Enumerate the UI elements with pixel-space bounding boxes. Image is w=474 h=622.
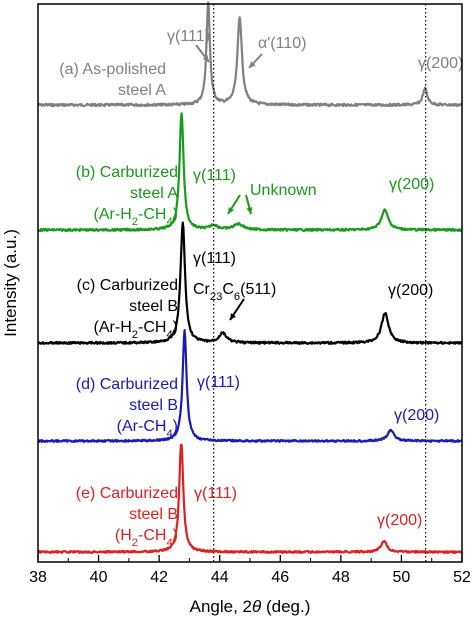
series-line-c — [37, 221, 463, 345]
series-label-d: steel B — [129, 397, 178, 414]
peak-label: γ(200) — [389, 176, 434, 193]
peak-label: γ(111) — [193, 250, 236, 267]
peak-label: γ(111) — [197, 374, 240, 391]
x-tick-label: 38 — [29, 569, 47, 586]
peak-label: γ(111) — [194, 485, 237, 502]
series-label-a: (a) As-polished — [59, 61, 166, 78]
annotation-arrowhead — [246, 207, 253, 214]
x-tick-label: 44 — [211, 569, 229, 586]
peak-label: γ(111) — [167, 28, 210, 45]
series-label-b: (b) Carburized — [76, 164, 178, 181]
series-label-c: (c) Carburized — [77, 277, 178, 294]
peak-label: γ(200) — [388, 282, 433, 299]
annotations-layer: (a) As-polished steel A γ(111) α'(110) γ(200… — [59, 28, 463, 549]
series-label-e: (e) Carburized — [76, 485, 178, 502]
series-label-c: steel B — [129, 298, 178, 315]
series-label-b: (Ar-H2-CH4) — [94, 206, 178, 228]
y-axis-label: Intensity (a.u.) — [1, 229, 20, 337]
annotation-arrowhead — [202, 55, 209, 62]
series-label-e: steel B — [129, 506, 178, 523]
x-axis-label: Angle, 2θ (deg.) — [190, 597, 311, 616]
traces-layer — [36, 1, 463, 554]
peak-label: γ(200) — [394, 407, 439, 424]
peak-label: γ(200) — [377, 512, 422, 529]
annotation-arrowhead — [228, 207, 234, 214]
reference-lines — [213, 4, 427, 562]
x-tick-label: 42 — [150, 569, 168, 586]
peak-label: γ(111) — [193, 167, 236, 184]
series-label-a: steel A — [118, 82, 166, 99]
series-line-d — [37, 329, 463, 443]
series-label-e: (H2-CH4) — [115, 527, 178, 549]
peak-label: γ(200) — [418, 55, 463, 72]
series-line-b — [37, 112, 463, 232]
series-label-b: steel A — [130, 185, 178, 202]
x-tick-label: 48 — [332, 569, 350, 586]
annotation-arrowhead — [249, 61, 256, 68]
series-line-e — [36, 443, 463, 554]
x-tick-label: 40 — [90, 569, 108, 586]
peak-label: α'(110) — [258, 35, 306, 52]
peak-label: Cr23C6(511) — [193, 281, 276, 303]
series-label-c: (Ar-H2-CH4) — [94, 319, 178, 341]
x-tick-label: 46 — [271, 569, 289, 586]
peak-label: Unknown — [250, 182, 317, 199]
series-line-a — [37, 1, 463, 108]
series-label-d: (Ar-CH4) — [117, 418, 178, 440]
x-tick-label: 52 — [453, 569, 471, 586]
series-label-d: (d) Carburized — [76, 376, 178, 393]
annotation-arrowhead — [230, 313, 237, 320]
x-axis: 38 40 42 44 46 48 50 52 — [29, 555, 471, 586]
x-tick-label: 50 — [393, 569, 411, 586]
